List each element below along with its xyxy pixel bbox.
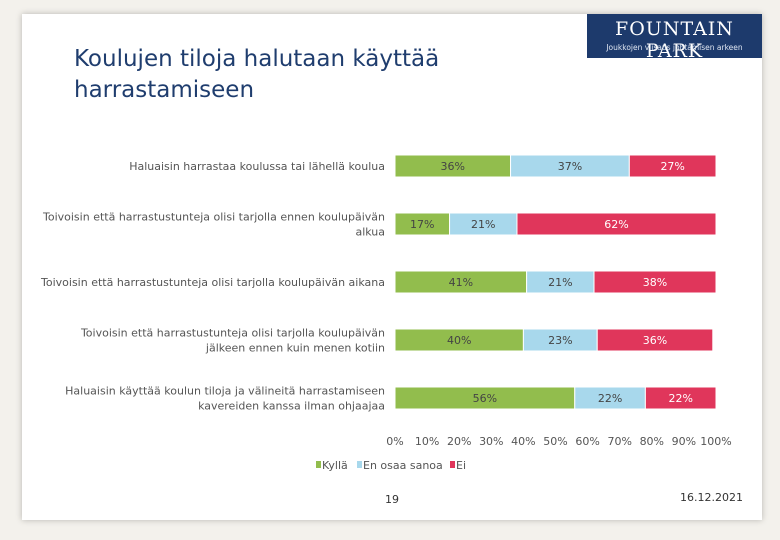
bar-value-label: 37% — [558, 160, 582, 173]
category-label: Haluaisin harrastaa koulussa tai lähellä… — [129, 160, 385, 173]
x-tick-label: 10% — [415, 435, 439, 448]
bar-value-label: 41% — [449, 276, 473, 289]
bar-value-label: 27% — [660, 160, 684, 173]
bar-value-label: 62% — [604, 218, 628, 231]
category-label: Toivoisin että harrastustunteja olisi ta… — [40, 276, 385, 289]
bar-value-label: 38% — [643, 276, 667, 289]
x-tick-label: 40% — [511, 435, 535, 448]
slide-title: Koulujen tiloja halutaan käyttää harrast… — [74, 46, 440, 103]
x-tick-label: 60% — [575, 435, 599, 448]
category-label: kavereiden kanssa ilman ohjaajaa — [198, 400, 385, 413]
category-label: alkua — [355, 226, 385, 239]
bar-segment — [628, 154, 717, 178]
bar-segment — [593, 270, 717, 294]
legend: Kyllä En osaa sanoa Ei — [316, 459, 466, 472]
x-tick-label: 100% — [700, 435, 731, 448]
bar-segment — [516, 212, 717, 236]
bar-value-label: 23% — [548, 334, 572, 347]
bar-value-label: 22% — [668, 392, 692, 405]
category-label: Haluaisin käyttää koulun tiloja ja välin… — [65, 385, 385, 398]
bar-segment — [596, 328, 714, 352]
x-tick-label: 0% — [386, 435, 403, 448]
bar-value-label: 22% — [598, 392, 622, 405]
page-number: 19 — [385, 493, 399, 506]
x-tick-label: 90% — [672, 435, 696, 448]
category-labels: Haluaisin harrastaa koulussa tai lähellä… — [40, 160, 385, 413]
fountain-park-logo: Fountain Park Joukkojen viisaus johtamis… — [587, 14, 762, 62]
bar-value-label: 17% — [410, 218, 434, 231]
bar-value-label: 21% — [548, 276, 572, 289]
legend-label: Ei — [456, 459, 466, 472]
x-tick-label: 80% — [640, 435, 664, 448]
category-label: jälkeen ennen kuin menen kotiin — [205, 342, 385, 355]
legend-label: Kyllä — [322, 459, 348, 472]
x-tick-label: 50% — [543, 435, 567, 448]
logo-name: Fountain Park — [615, 18, 734, 62]
legend-swatch — [450, 461, 455, 468]
bar-value-label: 56% — [473, 392, 497, 405]
bar-value-label: 36% — [441, 160, 465, 173]
legend-swatch — [357, 461, 362, 468]
category-label: Toivoisin että harrastustunteja olisi ta… — [80, 327, 385, 340]
logo-tagline: Joukkojen viisaus johtamisen arkeen — [606, 43, 743, 52]
slide-date: 16.12.2021 — [680, 491, 743, 504]
x-tick-label: 30% — [479, 435, 503, 448]
x-tick-label: 20% — [447, 435, 471, 448]
bar-value-label: 40% — [447, 334, 471, 347]
x-tick-label: 70% — [607, 435, 631, 448]
bar-segment — [644, 386, 717, 410]
bar-value-label: 21% — [471, 218, 495, 231]
legend-label: En osaa sanoa — [363, 459, 443, 472]
bars-layer: 36% 37% 27% 17% 21% 62% 41% 21% 38% 40% 23% 36% 56% 2… — [394, 154, 717, 410]
x-axis: 0% 10% 20% 30% 40% 50% 60% 70% 80% 90% 100% — [386, 435, 731, 448]
slide — [22, 14, 762, 520]
category-label: Toivoisin että harrastustunteja olisi ta… — [42, 211, 385, 224]
bar-value-label: 36% — [643, 334, 667, 347]
legend-swatch — [316, 461, 321, 468]
